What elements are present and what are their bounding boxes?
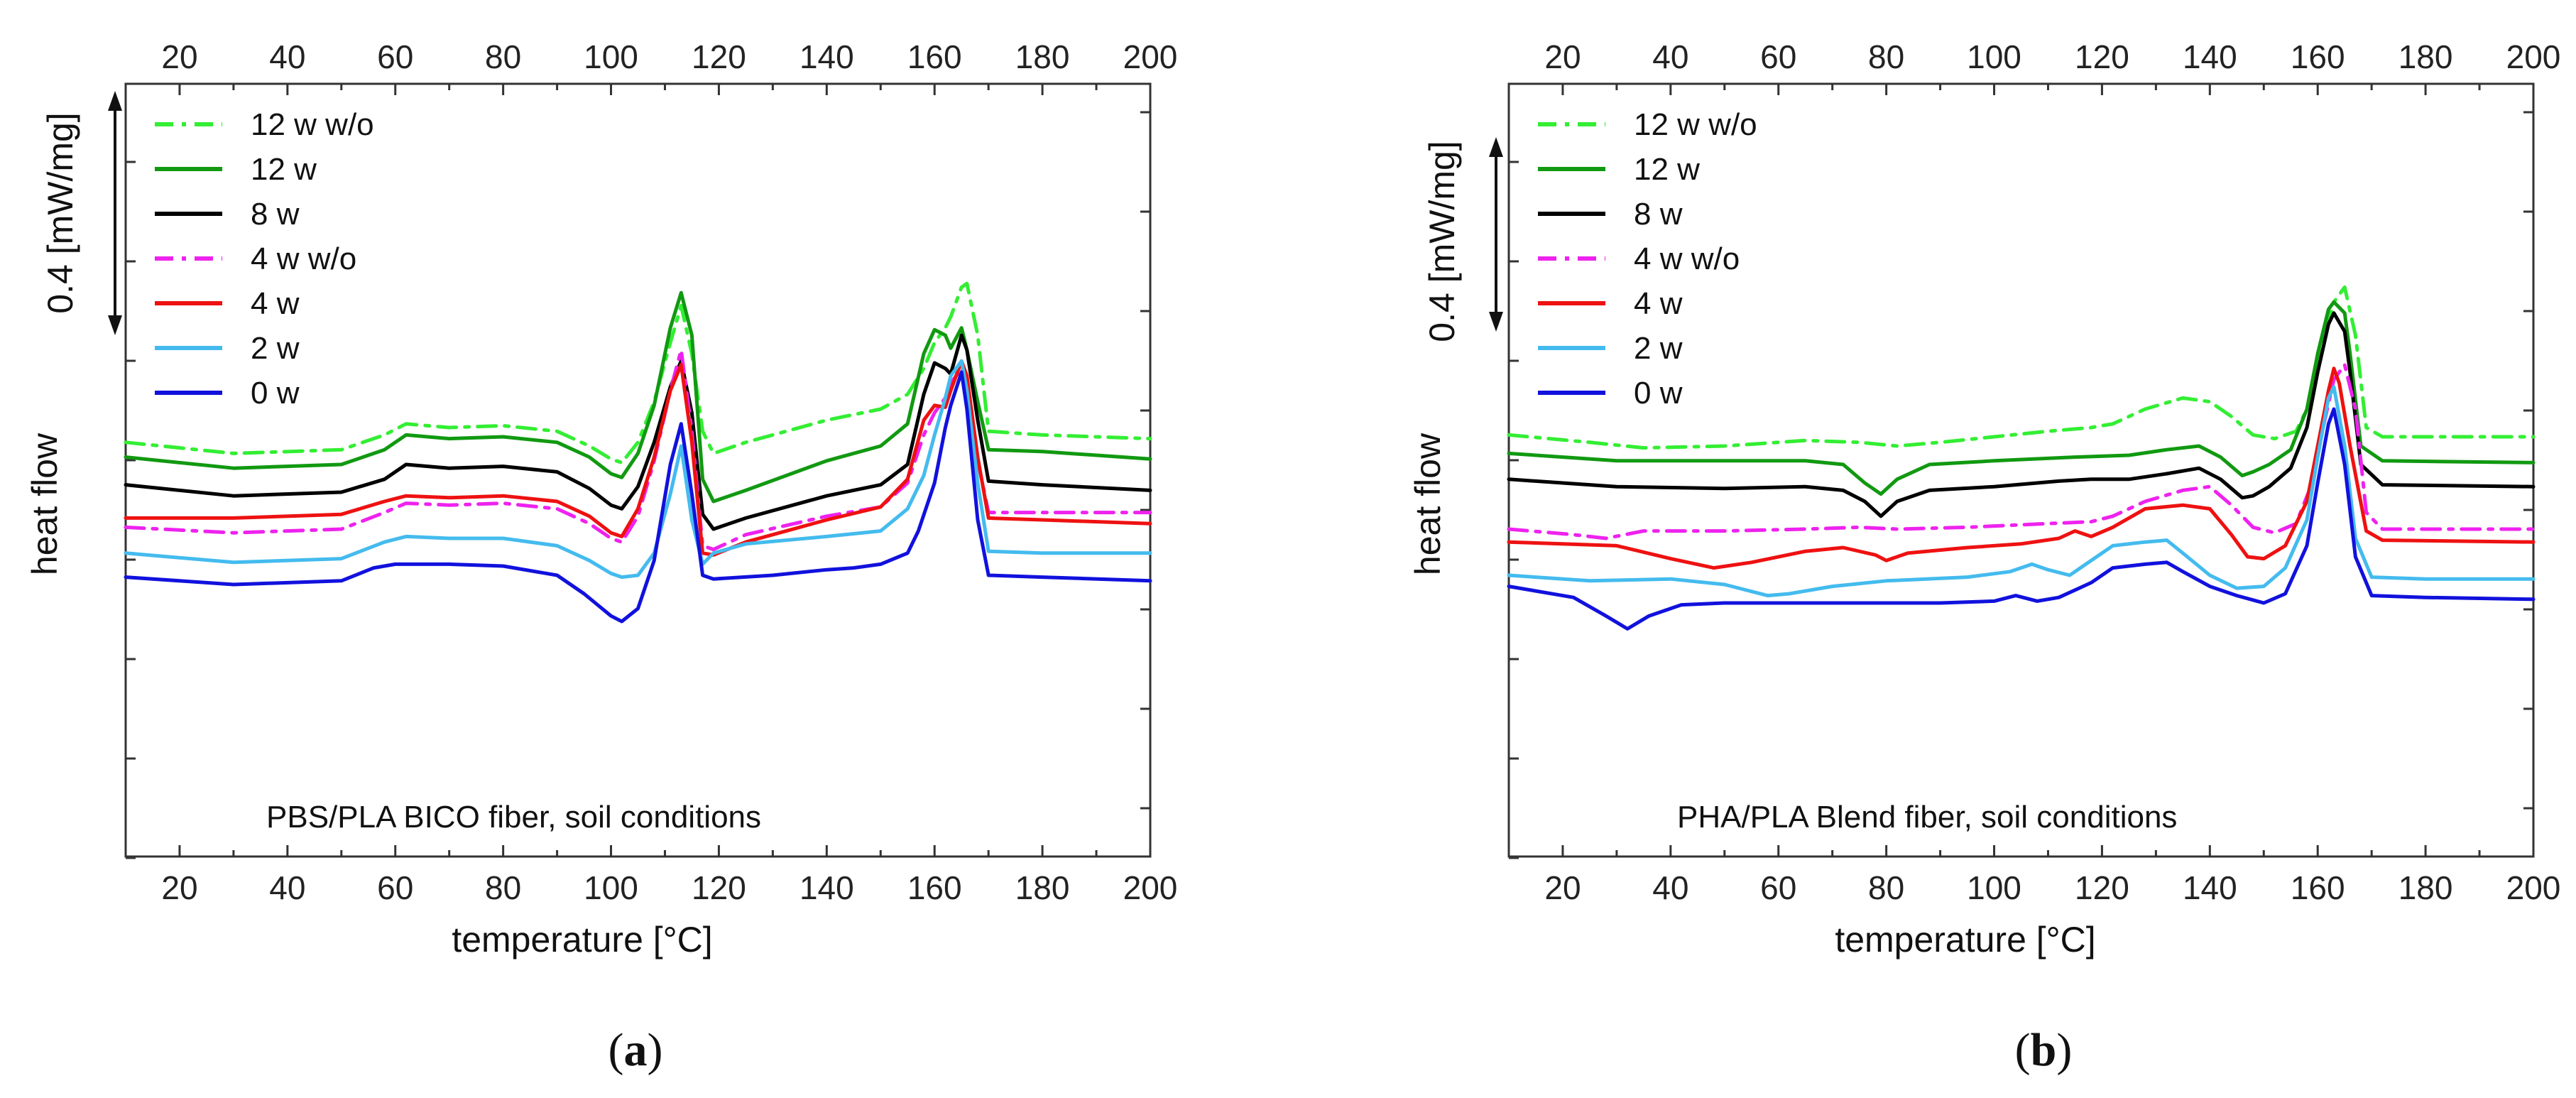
series-line <box>1507 300 2536 496</box>
x-tick-label: 200 <box>1123 869 1178 906</box>
x-tick-label: 120 <box>2075 869 2129 906</box>
x-tick-label-top: 200 <box>2506 38 2561 75</box>
x-tick-label: 80 <box>1868 869 1904 906</box>
legend-label: 8 w <box>251 197 300 232</box>
legend-label: 0 w <box>1634 376 1683 411</box>
legend: 12 w w/o 12 w 8 w 4 w w/o 4 w 2 w 0 w <box>155 107 374 411</box>
x-tick-label: 100 <box>1967 869 2021 906</box>
x-tick-label-top: 40 <box>269 38 305 75</box>
plot-frame <box>1507 82 2535 858</box>
legend-label: 4 w w/o <box>251 241 356 276</box>
legend-label: 12 w <box>251 152 317 187</box>
x-tick-label-top: 140 <box>2183 38 2237 75</box>
plot-frame <box>124 82 1152 858</box>
x-tick-label: 60 <box>1760 869 1796 906</box>
top-axis-ticks: 20 40 60 80 100 120 140 160 180 200 <box>124 38 1178 95</box>
x-tick-label: 140 <box>799 869 854 906</box>
scale-bar-label: 0.4 [mW/mg] <box>40 112 80 313</box>
scale-bar: 0.4 [mW/mg] <box>40 91 122 335</box>
x-tick-label-top: 100 <box>584 38 638 75</box>
x-tick-label-top: 80 <box>485 38 521 75</box>
right-axis-ticks <box>126 111 1150 859</box>
legend-label: 0 w <box>251 376 300 411</box>
series-line <box>1507 366 2536 570</box>
x-tick-label: 60 <box>377 869 413 906</box>
x-tick-label-top: 160 <box>907 38 962 75</box>
y-axis-title: heat flow <box>25 433 65 575</box>
series-line <box>1507 285 2536 450</box>
x-axis-title: temperature [°C] <box>1835 920 2095 960</box>
x-tick-label: 100 <box>584 869 638 906</box>
x-tick-label-top: 60 <box>377 38 413 75</box>
x-tick-label: 140 <box>2183 869 2237 906</box>
x-tick-label: 120 <box>692 869 746 906</box>
x-tick-label-top: 200 <box>1123 38 1178 75</box>
x-tick-label-top: 40 <box>1652 38 1688 75</box>
x-tick-label-top: 140 <box>799 38 854 75</box>
x-tick-label-top: 20 <box>161 38 197 75</box>
x-tick-label: 40 <box>1652 869 1688 906</box>
x-axis-title: temperature [°C] <box>452 920 712 960</box>
x-tick-label: 20 <box>1544 869 1581 906</box>
x-tick-label: 80 <box>485 869 521 906</box>
scale-bar-arrow-up <box>108 91 122 111</box>
chart-panel-a: 20 40 60 80 100 120 140 160 180 200 20 40 60 80 100 12… <box>25 38 1177 1076</box>
x-tick-label-top: 60 <box>1760 38 1796 75</box>
series-line <box>1507 363 2536 540</box>
legend: 12 w w/o 12 w 8 w 4 w w/o 4 w 2 w 0 w <box>1538 107 1757 411</box>
x-tick-label-top: 120 <box>2075 38 2129 75</box>
legend-label: 2 w <box>1634 331 1683 366</box>
x-tick-label-top: 160 <box>2291 38 2345 75</box>
x-tick-label-top: 80 <box>1868 38 1904 75</box>
x-tick-label-top: 20 <box>1544 38 1581 75</box>
bottom-axis-ticks: 20 40 60 80 100 120 140 160 180 200 <box>124 845 1178 906</box>
series-curves <box>124 281 1152 624</box>
series-curves <box>1507 285 2536 631</box>
chart-panel-b: 20 40 60 80 100 120 140 160 180 200 20 40 60 80 100 12… <box>1408 38 2560 1076</box>
x-tick-label: 40 <box>269 869 305 906</box>
bottom-axis-ticks: 20 40 60 80 100 120 140 160 180 200 <box>1507 845 2561 906</box>
legend-label: 4 w <box>251 286 300 321</box>
series-line <box>1507 385 2536 598</box>
x-tick-label-top: 120 <box>692 38 746 75</box>
plot-annotation: PBS/PLA BICO fiber, soil conditions <box>266 800 761 835</box>
scale-bar-arrow-up <box>1489 137 1503 157</box>
series-line <box>124 333 1152 531</box>
right-axis-ticks <box>1509 111 2533 859</box>
x-tick-label: 20 <box>161 869 197 906</box>
legend-label: 12 w <box>1634 152 1700 187</box>
legend-label: 2 w <box>251 331 300 366</box>
legend-label: 12 w w/o <box>1634 107 1757 142</box>
scale-bar: 0.4 [mW/mg] <box>1422 137 1503 342</box>
scale-bar-arrow-down <box>1489 312 1503 332</box>
x-tick-label-top: 180 <box>1015 38 1070 75</box>
series-line <box>1507 311 2536 518</box>
x-tick-label: 200 <box>2506 869 2561 906</box>
series-line <box>1507 407 2536 631</box>
series-line <box>124 290 1152 504</box>
x-tick-label: 160 <box>907 869 962 906</box>
x-tick-label-top: 180 <box>2398 38 2453 75</box>
scale-bar-label: 0.4 [mW/mg] <box>1422 141 1462 342</box>
legend-label: 8 w <box>1634 197 1683 232</box>
plot-annotation: PHA/PLA Blend fiber, soil conditions <box>1677 800 2177 835</box>
top-axis-ticks: 20 40 60 80 100 120 140 160 180 200 <box>1507 38 2561 95</box>
x-tick-label: 160 <box>2291 869 2345 906</box>
series-line <box>124 370 1152 624</box>
legend-label: 12 w w/o <box>251 107 374 142</box>
legend-label: 4 w w/o <box>1634 241 1740 276</box>
panel-label: (a) <box>608 1024 663 1076</box>
legend-label: 4 w <box>1634 286 1683 321</box>
x-tick-label: 180 <box>2398 869 2453 906</box>
x-tick-label-top: 100 <box>1967 38 2021 75</box>
panel-label: (b) <box>2015 1024 2073 1076</box>
y-axis-title: heat flow <box>1408 433 1448 575</box>
x-tick-label: 180 <box>1015 869 1070 906</box>
scale-bar-arrow-down <box>108 315 122 335</box>
